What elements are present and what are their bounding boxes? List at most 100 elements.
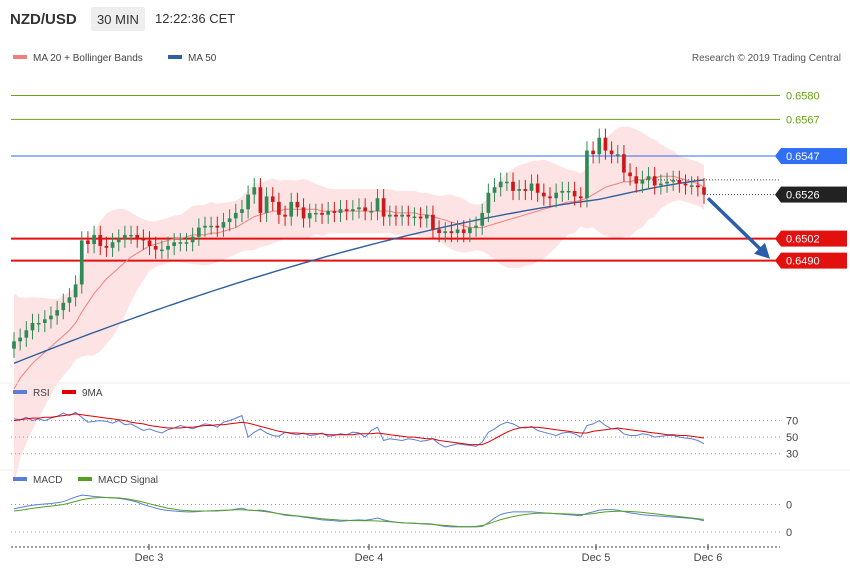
timeframe-selector[interactable]: 30 MIN — [91, 7, 145, 31]
candle — [295, 192, 300, 217]
candle — [400, 205, 404, 226]
candle — [474, 216, 478, 237]
level-tag-2 — [781, 148, 847, 165]
rsi-legend: RSI 9MA — [13, 388, 103, 399]
candle — [203, 216, 207, 237]
candle — [301, 198, 306, 228]
main-legend: MA 20 + Bollinger Bands MA 50 — [13, 53, 217, 64]
candle — [505, 172, 509, 191]
candle — [702, 178, 706, 204]
candle — [12, 332, 16, 358]
level-label-4: 0.6502 — [786, 234, 820, 246]
candle — [695, 176, 700, 197]
candle — [190, 227, 195, 252]
candle — [98, 225, 103, 256]
candle — [49, 306, 53, 329]
level-tag-pointer-2 — [775, 148, 781, 165]
candle — [529, 174, 534, 201]
x-tick-label: Dec 4 — [355, 552, 384, 564]
candle — [622, 145, 626, 182]
candle — [603, 128, 608, 160]
macd-tick-label: 0 — [786, 527, 792, 539]
candle — [677, 170, 682, 193]
macd-line — [13, 494, 705, 528]
rsi-panel: 70 50 30 — [11, 411, 798, 461]
candle — [671, 170, 676, 191]
forecast-arrow-shaft — [706, 196, 764, 253]
candle — [129, 225, 133, 245]
candle — [523, 179, 528, 201]
level-tag-pointer-5 — [775, 252, 781, 269]
candle — [104, 236, 109, 257]
candle — [659, 174, 663, 195]
candle — [480, 203, 485, 235]
candle — [665, 172, 669, 193]
level-label-2: 0.6547 — [786, 151, 820, 163]
candle — [307, 203, 312, 228]
candle — [431, 205, 435, 239]
candle — [166, 236, 170, 259]
rsi-legend-label: RSI — [33, 388, 50, 399]
rsi-tick-label: 30 — [786, 449, 798, 461]
ma50-line — [13, 179, 705, 364]
candle — [277, 192, 281, 224]
candle — [357, 198, 361, 219]
rsi-tick-label: 70 — [786, 416, 798, 428]
candle — [227, 209, 232, 232]
candle — [221, 212, 226, 237]
candle — [86, 231, 90, 254]
candle — [461, 220, 466, 243]
candle — [147, 231, 152, 256]
ma50-legend-label: MA 50 — [188, 53, 217, 64]
candle — [578, 187, 583, 208]
candle — [387, 205, 392, 226]
candle — [628, 163, 632, 186]
candle — [443, 222, 448, 243]
candle — [511, 172, 515, 201]
candle — [350, 200, 355, 221]
candle — [178, 233, 183, 252]
candle — [541, 183, 546, 206]
candle — [412, 207, 417, 226]
research-credit: Research © 2019 Trading Central — [692, 53, 841, 64]
macd-panel: 00 — [11, 494, 792, 539]
candle — [572, 181, 577, 206]
candle — [79, 231, 84, 294]
candle — [585, 141, 589, 208]
candle — [609, 141, 614, 164]
level-tag-4 — [781, 230, 847, 247]
macd-legend: MACD MACD Signal — [13, 475, 158, 486]
candle — [554, 183, 558, 208]
candle — [486, 183, 491, 223]
level-label-1: 0.6567 — [786, 114, 820, 126]
rsi-line — [13, 411, 705, 448]
candle — [196, 218, 201, 246]
candle — [634, 167, 639, 193]
rsi-9ma-line — [13, 413, 705, 446]
candle — [363, 198, 368, 221]
candle — [172, 233, 177, 256]
candle — [30, 313, 35, 340]
candle — [67, 288, 72, 312]
candle — [492, 178, 497, 202]
candle — [344, 200, 349, 221]
level-label-3: 0.6526 — [786, 190, 820, 202]
candle — [73, 275, 78, 307]
candle — [215, 216, 220, 237]
candle — [652, 167, 657, 195]
candle — [110, 233, 115, 257]
candle — [418, 207, 423, 228]
candle — [61, 293, 66, 320]
candle — [615, 145, 620, 164]
candle — [55, 300, 59, 325]
candle — [289, 192, 294, 226]
candle — [332, 201, 337, 223]
level-tag-5 — [781, 252, 847, 269]
candle — [566, 181, 571, 201]
candle — [437, 220, 441, 243]
candle — [264, 187, 269, 223]
candle — [246, 185, 250, 219]
candle — [209, 216, 213, 235]
candle — [135, 225, 140, 248]
